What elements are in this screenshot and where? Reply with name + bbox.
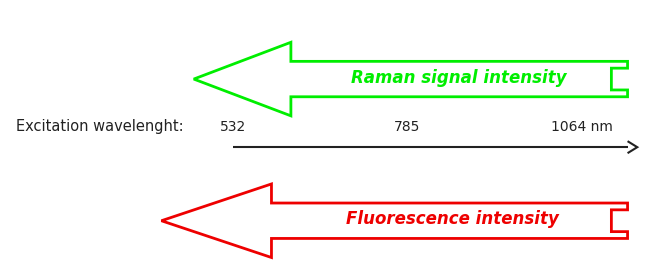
Text: Raman signal intensity: Raman signal intensity bbox=[351, 69, 567, 87]
Text: 1064 nm: 1064 nm bbox=[551, 120, 613, 133]
Text: Excitation wavelenght:: Excitation wavelenght: bbox=[16, 118, 183, 133]
Text: 785: 785 bbox=[394, 120, 421, 133]
Text: Fluorescence intensity: Fluorescence intensity bbox=[346, 210, 559, 228]
Text: 532: 532 bbox=[219, 120, 246, 133]
